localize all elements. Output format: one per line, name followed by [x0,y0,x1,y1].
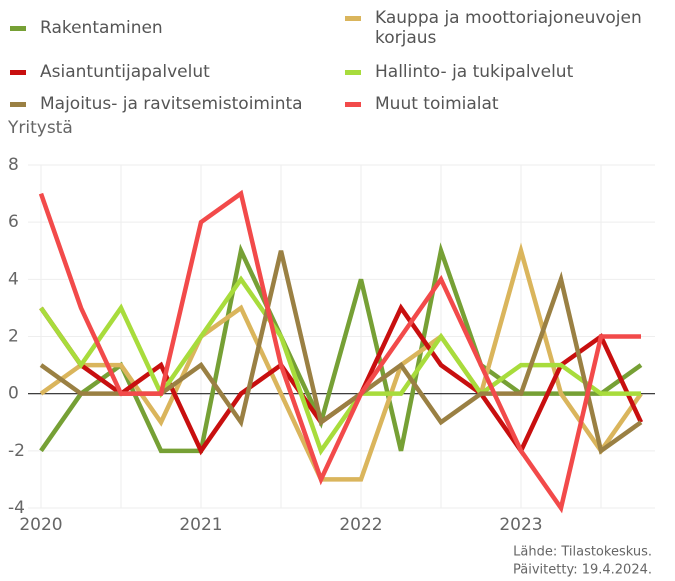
y-tick-label: 8 [8,155,19,175]
updated: Päivitetty: 19.4.2024. [513,563,652,578]
legend-label: Majoitus- ja ravitsemistoiminta [40,94,303,114]
y-tick-label: -2 [8,441,25,461]
series-line [39,242,643,454]
y-tick-label: 6 [8,212,19,232]
series-line [38,189,641,514]
legend-label: Asiantuntijapalvelut [40,62,210,82]
legend: Rakentaminen Kauppa ja moottoriajoneuvoje… [0,0,675,120]
legend-swatch [345,70,361,75]
x-tick-label: 2022 [339,515,382,535]
x-tick-label: 2023 [499,515,542,535]
legend-swatch [10,26,26,31]
y-tick-label: -4 [8,498,25,518]
y-tick-label: 2 [8,327,19,347]
legend-item: Rakentaminen [10,18,330,38]
x-tick-label: 2020 [19,515,62,535]
x-tick-label: 2021 [179,515,222,535]
legend-item: Muut toimialat [345,94,675,114]
legend-item: Hallinto- ja tukipalvelut [345,62,675,82]
legend-label: Rakentaminen [40,18,163,38]
legend-label: Muut toimialat [375,94,499,114]
legend-swatch [345,16,361,21]
legend-swatch [345,102,361,107]
legend-item: Majoitus- ja ravitsemistoiminta [10,94,330,114]
y-axis-label: Yritystä [7,118,73,138]
legend-swatch [10,70,26,75]
y-tick-label: 4 [8,269,19,289]
legend-label: Hallinto- ja tukipalvelut [375,62,574,82]
source: Lähde: Tilastokeskus. [513,545,652,560]
legend-swatch [10,102,26,107]
series-line [39,275,641,456]
legend-label: Kauppa ja moottoriajoneuvojen korjaus [375,8,642,48]
y-tick-label: 0 [8,384,19,404]
legend-item: Kauppa ja moottoriajoneuvojen korjaus [345,8,675,48]
legend-item: Asiantuntijapalvelut [10,62,330,82]
